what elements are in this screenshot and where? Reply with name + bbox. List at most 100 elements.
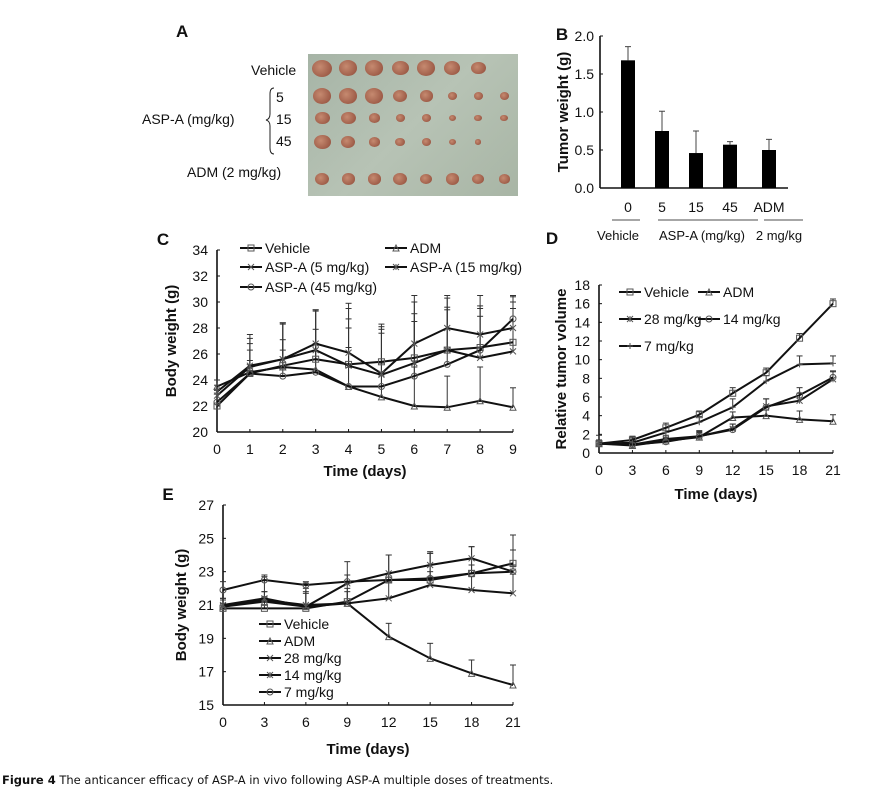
marker-circle: [695, 432, 703, 440]
c-x-tick-label: 8: [476, 441, 484, 457]
marker-asterisk: [279, 355, 287, 363]
c-data-point: [476, 396, 484, 405]
e-data-point: [260, 604, 268, 612]
marker-asterisk: [443, 324, 451, 332]
d-x-tick-label: 9: [695, 462, 703, 478]
d-data-point: [796, 391, 804, 399]
c-data-point: [213, 388, 221, 396]
marker-plus: [763, 378, 770, 385]
e-data-point: [384, 632, 393, 641]
d-x-tick-label: 3: [629, 462, 637, 478]
e-data-point: [302, 603, 310, 611]
photo-row-label-asp-a: ASP-A (mg/kg): [142, 111, 235, 127]
tumor-specimen: [500, 114, 508, 122]
d-x-tick-label: 18: [792, 462, 808, 478]
marker-circle: [279, 372, 287, 380]
e-data-point: [468, 569, 476, 577]
e-series-line: [222, 583, 514, 608]
c-data-point: [410, 354, 418, 362]
marker-asterisk: [213, 388, 221, 396]
tumor-specimen: [313, 88, 331, 104]
b-y-tick-label: 0.5: [575, 142, 595, 158]
tumor-specimen: [419, 90, 433, 102]
marker-circle: [302, 581, 310, 589]
d-data-point: [796, 361, 803, 368]
marker-triangle: [426, 654, 434, 662]
tumor-specimen: [474, 114, 482, 122]
tumor-specimen: [473, 92, 483, 100]
d-data-point: [695, 411, 703, 419]
c-data-point: [278, 362, 287, 371]
d-data-point: [762, 403, 770, 411]
marker-square: [266, 620, 274, 628]
marker-asterisk: [219, 601, 227, 609]
tumor-specimen: [445, 173, 459, 185]
d-legend-marker: [626, 315, 634, 323]
d-legend-label: ADM: [723, 284, 754, 300]
tumor-specimen: [341, 173, 355, 185]
c-series-line: [216, 318, 514, 403]
marker-square: [509, 559, 517, 567]
tumor-specimen: [499, 92, 509, 100]
b-y-tick-label: 2.0: [575, 28, 595, 44]
d-data-point: [596, 440, 602, 447]
c-legend-marker: [392, 243, 400, 252]
d-data-point: [762, 369, 770, 377]
b-y-tick-label: 1.5: [575, 66, 595, 82]
tumor-specimen: [339, 88, 357, 104]
c-data-point: [443, 403, 452, 411]
b-y-tick-label: 0.0: [575, 180, 595, 196]
marker-asterisk: [392, 263, 400, 271]
d-data-point: [762, 411, 770, 420]
d-y-tick-label: 16: [574, 296, 590, 312]
e-data-point: [343, 598, 351, 606]
c-data-point: [476, 346, 484, 354]
e-x-tick-label: 6: [302, 714, 310, 730]
c-x-tick-label: 1: [246, 441, 254, 457]
e-data-point: [385, 576, 393, 584]
d-x-tick-label: 15: [758, 462, 774, 478]
marker-circle: [377, 383, 385, 390]
d-data-point: [728, 413, 737, 422]
marker-x: [476, 354, 484, 362]
marker-square: [343, 598, 351, 606]
photo-dose-label-15: 15: [276, 111, 292, 127]
c-data-point: [410, 372, 418, 380]
c-data-point: [476, 354, 484, 362]
marker-asterisk: [626, 315, 634, 323]
b-bar: [762, 150, 776, 188]
e-legend-label: 7 mg/kg: [284, 684, 334, 700]
marker-circle: [247, 283, 255, 291]
marker-asterisk: [796, 397, 803, 405]
e-data-point: [385, 569, 393, 577]
e-data-point: [468, 554, 475, 562]
marker-asterisk: [345, 349, 352, 357]
marker-plus: [830, 360, 836, 367]
marker-circle: [385, 576, 393, 584]
e-x-tick-label: 3: [261, 714, 269, 730]
b-y-tick-label: 1.0: [575, 104, 595, 120]
e-data-point: [509, 559, 517, 567]
marker-x: [247, 263, 255, 271]
marker-plus: [729, 404, 736, 411]
c-y-tick-label: 34: [192, 242, 208, 258]
tumor-specimen: [315, 173, 329, 185]
marker-asterisk: [476, 331, 484, 338]
c-y-tick-label: 24: [192, 372, 208, 388]
c-y-tick-label: 32: [192, 268, 208, 284]
c-x-tick-label: 0: [213, 441, 221, 457]
marker-asterisk: [468, 554, 475, 562]
marker-square: [509, 338, 517, 346]
e-legend-marker: [266, 671, 274, 679]
tumor-specimen: [448, 115, 456, 121]
c-legend-label: ASP-A (45 mg/kg): [265, 279, 377, 295]
marker-asterisk: [385, 569, 393, 577]
c-data-point: [246, 362, 254, 370]
d-legend-marker: [627, 343, 633, 349]
marker-x: [509, 589, 517, 597]
d-series-line: [598, 362, 834, 445]
marker-triangle: [476, 396, 484, 405]
tumor-specimen: [395, 114, 405, 122]
e-legend-label: 28 mg/kg: [284, 650, 342, 666]
